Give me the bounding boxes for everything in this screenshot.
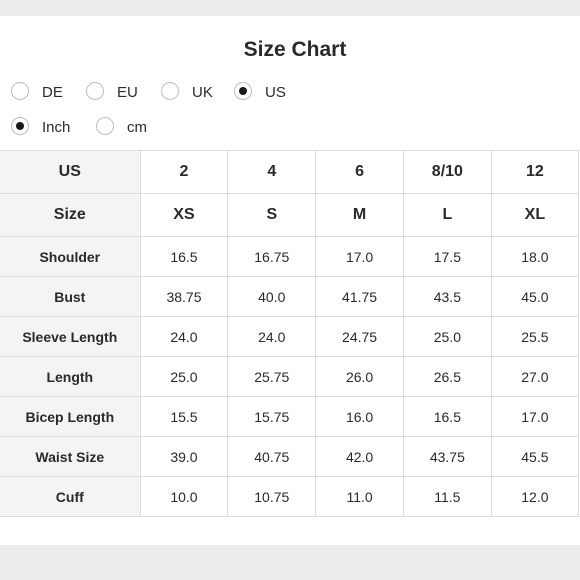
table-cell: 11.5 (402, 476, 492, 517)
table-cell: 24.0 (227, 316, 317, 357)
table-cell: 39.0 (139, 436, 229, 477)
table-cell: 16.5 (139, 236, 229, 277)
table-cell: 25.5 (490, 316, 580, 357)
table-cell: M (315, 193, 404, 237)
table-cell: 42.0 (315, 436, 404, 477)
radio-label: US (265, 84, 286, 101)
table-cell: 25.0 (139, 356, 229, 397)
table-row: Bicep Length 15.5 15.75 16.0 16.5 17.0 (0, 396, 580, 437)
table-cell: 43.5 (402, 276, 492, 317)
table-cell: 11.0 (315, 476, 404, 517)
table-cell: 45.0 (490, 276, 580, 317)
radio-button[interactable] (86, 82, 104, 100)
table-cell: 12.0 (490, 476, 580, 517)
radio-button[interactable] (161, 82, 179, 100)
row-label: Waist Size (0, 436, 141, 477)
table-row: Sleeve Length 24.0 24.0 24.75 25.0 25.5 (0, 316, 580, 357)
row-label: Bicep Length (0, 396, 141, 437)
table-cell: XS (139, 193, 229, 237)
table-cell: 17.0 (490, 396, 580, 437)
radio-selected-dot (239, 87, 247, 95)
radio-label: UK (192, 84, 213, 101)
table-cell: 16.5 (402, 396, 492, 437)
table-cell: 4 (227, 150, 317, 194)
table-cell: L (402, 193, 492, 237)
table-cell: 25.75 (227, 356, 317, 397)
size-table: US 2 4 6 8/10 12 Size XS S M L XL Shoulder 16.5 16.75 1… (0, 150, 580, 517)
radio-button[interactable] (11, 117, 29, 135)
size-chart-card: Size Chart DE EU UK US Inch cm US 2 4 6 8/10 (0, 16, 580, 545)
table-cell: 27.0 (490, 356, 580, 397)
radio-label: Inch (42, 119, 71, 136)
table-row: Waist Size 39.0 40.75 42.0 43.75 45.5 (0, 436, 580, 477)
table-cell: 40.0 (227, 276, 317, 317)
table-cell: 2 (139, 150, 229, 194)
radio-label: cm (127, 119, 147, 136)
row-label: Size (0, 193, 141, 237)
table-cell: 41.75 (315, 276, 404, 317)
row-label: Sleeve Length (0, 316, 141, 357)
row-label: Cuff (0, 476, 141, 517)
table-cell: 26.0 (315, 356, 404, 397)
radio-button[interactable] (11, 82, 29, 100)
table-cell: 45.5 (490, 436, 580, 477)
radio-label: DE (42, 84, 63, 101)
page-title: Size Chart (243, 38, 347, 61)
table-cell: 24.75 (315, 316, 404, 357)
table-cell: 15.5 (139, 396, 229, 437)
table-cell: 15.75 (227, 396, 317, 437)
table-cell: 40.75 (227, 436, 317, 477)
unit-radio-group: Inch cm (0, 115, 180, 139)
table-cell: 10.0 (139, 476, 229, 517)
table-cell: 43.75 (402, 436, 492, 477)
table-cell: 25.0 (402, 316, 492, 357)
table-cell: 18.0 (490, 236, 580, 277)
table-cell: 26.5 (402, 356, 492, 397)
row-label: Shoulder (0, 236, 141, 277)
table-row: Length 25.0 25.75 26.0 26.5 27.0 (0, 356, 580, 397)
table-header-row: Size XS S M L XL (0, 193, 580, 237)
row-label: Bust (0, 276, 141, 317)
table-cell: S (227, 193, 317, 237)
table-cell: 17.0 (315, 236, 404, 277)
table-header-row: US 2 4 6 8/10 12 (0, 150, 580, 194)
size-table-body: US 2 4 6 8/10 12 Size XS S M L XL Shoulder 16.5 16.75 1… (0, 150, 580, 517)
table-cell: 8/10 (402, 150, 492, 194)
table-row: Bust 38.75 40.0 41.75 43.5 45.0 (0, 276, 580, 317)
table-cell: 24.0 (139, 316, 229, 357)
table-cell: 16.0 (315, 396, 404, 437)
radio-button[interactable] (234, 82, 252, 100)
row-label: Length (0, 356, 141, 397)
table-row: Shoulder 16.5 16.75 17.0 17.5 18.0 (0, 236, 580, 277)
radio-button[interactable] (96, 117, 114, 135)
table-cell: 16.75 (227, 236, 317, 277)
table-cell: 10.75 (227, 476, 317, 517)
table-cell: 12 (490, 150, 580, 194)
table-cell: 17.5 (402, 236, 492, 277)
table-cell: 6 (315, 150, 404, 194)
table-cell: XL (490, 193, 580, 237)
region-radio-group: DE EU UK US (0, 80, 320, 104)
table-row: Cuff 10.0 10.75 11.0 11.5 12.0 (0, 476, 580, 517)
radio-label: EU (117, 84, 138, 101)
table-cell: 38.75 (139, 276, 229, 317)
row-label: US (0, 150, 141, 194)
radio-selected-dot (16, 122, 24, 130)
